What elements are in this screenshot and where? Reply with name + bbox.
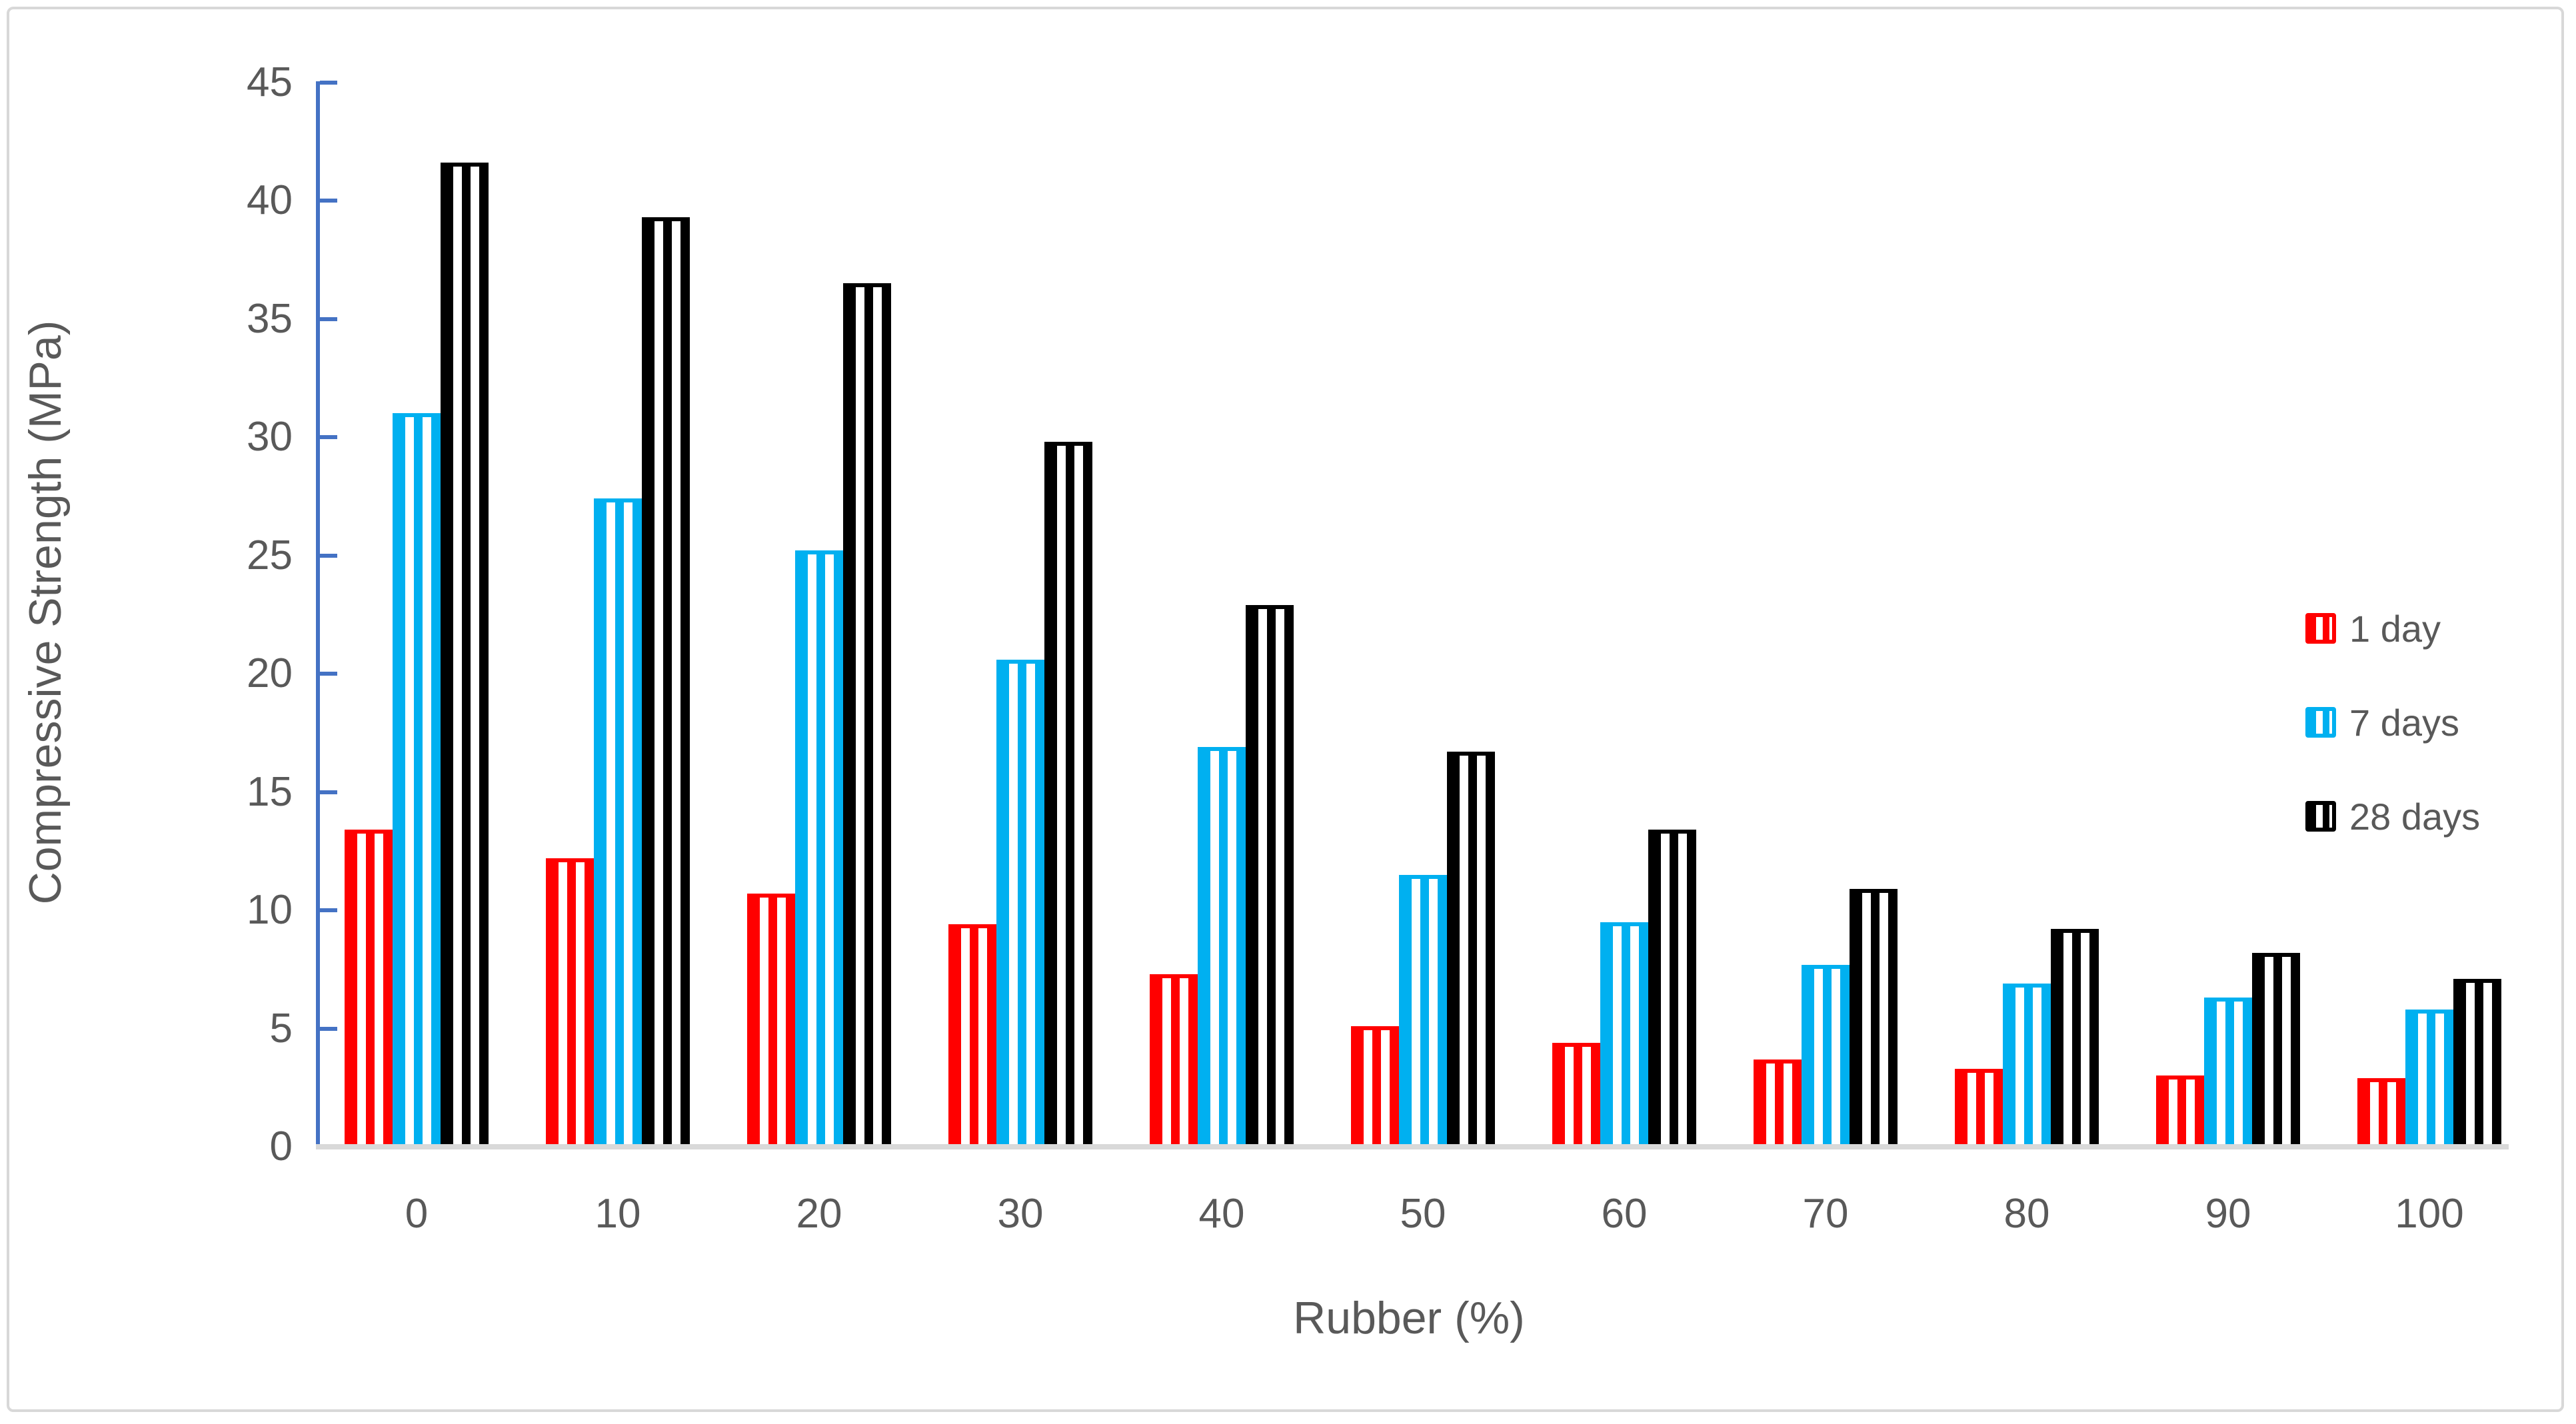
bar-1-day-20pct [747, 894, 795, 1147]
bar-28-days-60pct [1648, 830, 1696, 1147]
y-tick-30 [320, 435, 337, 439]
bar-7-days-60pct [1600, 922, 1648, 1147]
legend-label: 7 days [2349, 701, 2459, 744]
y-tick-label-30: 30 [247, 414, 293, 460]
bar-1-day-10pct [546, 858, 594, 1147]
y-tick-label-35: 35 [247, 295, 293, 342]
bar-1-day-40pct [1150, 974, 1198, 1147]
bar-7-days-40pct [1198, 747, 1246, 1147]
bar-28-days-100pct [2453, 979, 2501, 1147]
x-category-label-10: 10 [595, 1191, 641, 1237]
y-tick-20 [320, 672, 337, 676]
y-tick-label-45: 45 [247, 59, 293, 105]
legend-swatch-icon [2305, 613, 2336, 644]
bar-7-days-80pct [2003, 984, 2051, 1147]
y-tick-label-40: 40 [247, 177, 293, 223]
bar-28-days-10pct [642, 217, 690, 1147]
x-category-label-30: 30 [997, 1191, 1044, 1237]
y-tick-label-25: 25 [247, 532, 293, 578]
y-tick-label-0: 0 [269, 1123, 293, 1169]
bar-28-days-20pct [843, 283, 891, 1147]
bar-1-day-80pct [1955, 1069, 2003, 1147]
bar-7-days-70pct [1802, 965, 1850, 1147]
legend-item-28-days: 28 days [2305, 795, 2481, 838]
y-axis-title: Compressive Strength (MPa) [20, 320, 71, 905]
x-category-label-100: 100 [2395, 1191, 2464, 1237]
bar-7-days-100pct [2405, 1010, 2453, 1147]
legend-item-7-days: 7 days [2305, 701, 2459, 744]
y-tick-5 [320, 1026, 337, 1031]
legend-item-1-day: 1 day [2305, 607, 2441, 650]
legend-label: 28 days [2349, 795, 2481, 838]
y-tick-45 [320, 80, 337, 85]
x-category-label-20: 20 [796, 1191, 842, 1237]
legend-swatch-icon [2305, 707, 2336, 738]
bar-1-day-30pct [948, 924, 996, 1147]
bar-28-days-90pct [2252, 953, 2300, 1147]
y-axis-line [316, 81, 320, 1149]
y-tick-label-15: 15 [247, 768, 293, 815]
bar-28-days-40pct [1246, 605, 1294, 1147]
bar-28-days-30pct [1044, 442, 1092, 1147]
bar-28-days-80pct [2051, 929, 2099, 1147]
y-tick-40 [320, 199, 337, 203]
bar-1-day-100pct [2357, 1078, 2405, 1147]
x-category-label-80: 80 [2003, 1191, 2050, 1237]
bar-28-days-50pct [1447, 752, 1495, 1147]
x-axis-title: Rubber (%) [1293, 1293, 1525, 1343]
y-tick-label-10: 10 [247, 887, 293, 933]
legend-swatch-icon [2305, 801, 2336, 832]
y-tick-15 [320, 790, 337, 794]
bar-7-days-50pct [1399, 875, 1447, 1147]
x-axis-line [316, 1144, 2509, 1149]
bar-28-days-70pct [1850, 889, 1898, 1147]
x-category-label-50: 50 [1400, 1191, 1446, 1237]
bar-7-days-90pct [2204, 998, 2252, 1147]
x-category-label-70: 70 [1802, 1191, 1849, 1237]
y-tick-label-5: 5 [269, 1005, 293, 1052]
bar-1-day-90pct [2156, 1075, 2204, 1147]
x-category-label-40: 40 [1198, 1191, 1245, 1237]
bar-7-days-10pct [594, 498, 642, 1147]
bar-7-days-20pct [795, 550, 843, 1147]
x-category-label-90: 90 [2205, 1191, 2251, 1237]
bar-7-days-0pct [393, 413, 441, 1147]
y-tick-label-20: 20 [247, 650, 293, 696]
bar-1-day-50pct [1351, 1026, 1399, 1147]
x-category-label-60: 60 [1601, 1191, 1648, 1237]
legend-label: 1 day [2349, 607, 2441, 650]
bar-1-day-0pct [345, 830, 393, 1147]
y-tick-35 [320, 317, 337, 321]
bar-1-day-60pct [1552, 1043, 1600, 1147]
y-tick-25 [320, 553, 337, 558]
x-category-label-0: 0 [405, 1191, 429, 1237]
chart-figure: Compressive Strength (MPa) Rubber (%) 0 5… [7, 7, 2564, 1412]
y-tick-10 [320, 908, 337, 912]
bar-7-days-30pct [996, 660, 1044, 1147]
bar-28-days-0pct [441, 163, 489, 1147]
bar-1-day-70pct [1754, 1060, 1802, 1147]
